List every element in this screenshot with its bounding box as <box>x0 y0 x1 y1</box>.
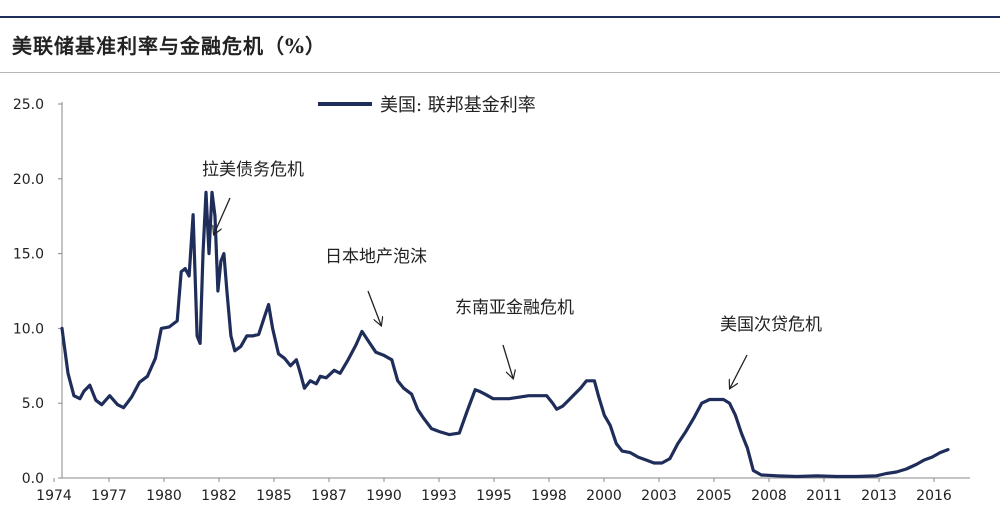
x-tick-label: 1977 <box>91 488 127 504</box>
x-tick-label: 2008 <box>751 488 787 504</box>
x-tick-label: 2016 <box>916 488 952 504</box>
y-axis-ticks: 25.0 20.0 15.0 10.0 5.0 0.0 <box>13 97 62 487</box>
title-divider <box>0 72 1000 73</box>
legend: 美国: 联邦基金利率 <box>318 95 536 116</box>
series-line-fed-funds-rate <box>60 190 950 479</box>
annotation-arrow <box>502 344 513 378</box>
x-tick-label: 1982 <box>201 488 237 504</box>
x-tick-label: 1995 <box>476 488 512 504</box>
annotation-arrow <box>730 354 748 388</box>
annotation-label: 东南亚金融危机 <box>455 298 574 318</box>
x-tick-label: 1990 <box>366 488 402 504</box>
series-group <box>60 190 950 479</box>
x-tick-label: 1998 <box>531 488 567 504</box>
x-tick-label: 2013 <box>861 488 897 504</box>
y-tick-label: 15.0 <box>13 247 44 263</box>
x-tick-label: 2005 <box>696 488 732 504</box>
x-tick-label: 1985 <box>256 488 292 504</box>
x-tick-label: 2011 <box>806 488 842 504</box>
y-tick-label: 5.0 <box>22 396 44 412</box>
annotation-label: 美国次贷危机 <box>720 315 822 335</box>
y-tick-label: 20.0 <box>13 172 44 188</box>
annotation-label: 日本地产泡沫 <box>325 247 427 267</box>
chart-title: 美联储基准利率与金融危机（%） <box>12 34 327 58</box>
x-tick-label: 1987 <box>311 488 347 504</box>
x-tick-label: 1993 <box>421 488 457 504</box>
y-tick-label: 25.0 <box>13 97 44 113</box>
axes <box>61 102 970 479</box>
annotation-arrow <box>367 290 381 325</box>
top-rule <box>0 16 1000 18</box>
y-tick-label: 0.0 <box>22 471 44 487</box>
x-axis-ticks: 1974 1977 1980 1982 1985 1987 1990 1993 1995 1998… <box>36 478 952 504</box>
y-tick-label: 10.0 <box>13 321 44 337</box>
x-tick-label: 2003 <box>641 488 677 504</box>
annotation-arrow <box>214 197 231 234</box>
x-tick-label: 1980 <box>146 488 182 504</box>
x-tick-label: 2000 <box>586 488 622 504</box>
annotation-label: 拉美债务危机 <box>202 160 304 180</box>
legend-label: 美国: 联邦基金利率 <box>380 95 536 116</box>
x-tick-label: 1974 <box>36 488 72 504</box>
